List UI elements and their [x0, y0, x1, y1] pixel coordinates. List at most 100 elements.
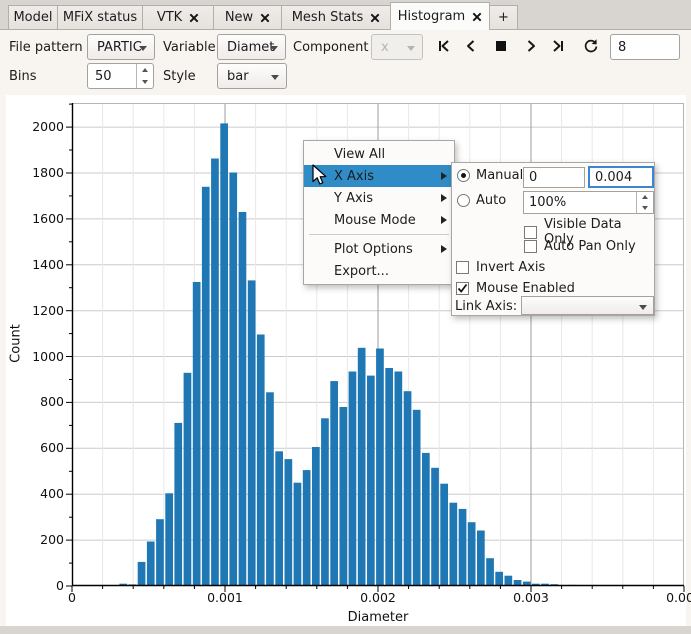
auto-pan-only-checkbox[interactable]	[524, 240, 537, 253]
invert-axis-checkbox[interactable]	[456, 261, 469, 274]
mouse-enabled-checkbox[interactable]	[456, 282, 469, 295]
spin-up-icon[interactable]	[642, 195, 648, 199]
submenu-arrow-icon	[441, 172, 447, 180]
component-combo: x	[371, 34, 423, 60]
style-value: bar	[227, 69, 249, 84]
previous-frame-button[interactable]	[459, 34, 483, 58]
tab-mfix-status[interactable]: MFiX status	[57, 5, 143, 29]
chevron-down-icon	[639, 305, 647, 310]
manual-radio-row[interactable]: Manual	[457, 168, 523, 183]
tab-new[interactable]: New	[213, 5, 282, 29]
submenu-arrow-icon	[441, 216, 447, 224]
menu-item-label: Mouse Mode	[334, 213, 416, 228]
auto-pan-only-row[interactable]: Auto Pan Only	[524, 239, 636, 254]
bins-spinner[interactable]: 50	[87, 63, 154, 89]
invert-axis-label: Invert Axis	[476, 260, 545, 275]
chevron-down-icon	[270, 46, 278, 51]
mouse-enabled-label: Mouse Enabled	[476, 281, 575, 296]
tab-bar: Model MFiX status VTK New Mesh Stats His…	[0, 0, 691, 29]
menu-item-plot-options[interactable]: Plot Options	[304, 238, 454, 260]
menu-item-label: View All	[334, 147, 385, 162]
checkmark-icon	[457, 283, 468, 294]
tab-model[interactable]: Model	[8, 5, 58, 29]
add-tab-button[interactable]: +	[489, 5, 518, 29]
auto-percent-spinner[interactable]: 100%	[523, 191, 654, 214]
manual-label: Manual	[476, 168, 523, 183]
submenu-arrow-icon	[441, 245, 447, 253]
tab-mesh-stats[interactable]: Mesh Stats	[281, 5, 391, 29]
frame-number-field[interactable]: 8	[610, 34, 680, 60]
spin-down-icon[interactable]	[642, 206, 648, 210]
component-value: x	[381, 40, 389, 55]
variable-value: Diamet	[227, 40, 274, 55]
tab-label: Mesh Stats	[292, 10, 364, 25]
plus-icon: +	[498, 10, 509, 25]
menu-item-export[interactable]: Export...	[304, 260, 454, 282]
menu-item-y-axis[interactable]: Y Axis	[304, 187, 454, 209]
file-pattern-label: File pattern	[9, 34, 83, 60]
auto-radio-row[interactable]: Auto	[457, 193, 506, 208]
tab-label: Model	[13, 10, 52, 25]
menu-item-label: Y Axis	[334, 191, 373, 206]
manual-radio[interactable]	[457, 169, 470, 182]
close-icon[interactable]	[472, 12, 482, 22]
next-frame-button[interactable]	[519, 34, 543, 58]
tab-vtk[interactable]: VTK	[142, 5, 214, 29]
close-icon[interactable]	[189, 13, 199, 23]
auto-radio[interactable]	[457, 194, 470, 207]
menu-item-label: X Axis	[334, 169, 374, 184]
x-axis-title: Diameter	[318, 610, 438, 625]
x-min-value: 0	[529, 170, 537, 185]
spinner-arrows[interactable]	[636, 192, 653, 213]
submenu-arrow-icon	[441, 194, 447, 202]
menu-item-label: Plot Options	[334, 242, 413, 257]
variable-combo[interactable]: Diamet	[217, 34, 286, 60]
bins-label: Bins	[9, 63, 37, 89]
tab-label: VTK	[157, 10, 182, 25]
mouse-cursor	[312, 164, 328, 186]
x-max-value: 0.004	[595, 170, 632, 185]
style-combo[interactable]: bar	[217, 63, 287, 89]
refresh-icon[interactable]	[579, 34, 603, 58]
menu-item-mouse-mode[interactable]: Mouse Mode	[304, 209, 454, 231]
tab-label: New	[225, 10, 253, 25]
chevron-down-icon	[271, 75, 279, 80]
mouse-enabled-row[interactable]: Mouse Enabled	[456, 281, 575, 296]
menu-separator	[309, 234, 449, 235]
spin-down-icon[interactable]	[142, 80, 148, 84]
frame-number-value: 8	[618, 40, 626, 55]
x-axis-submenu-panel: Manual 0 0.004 Auto 100% Visible Data On…	[451, 162, 655, 316]
invert-axis-row[interactable]: Invert Axis	[456, 260, 545, 275]
tab-histogram[interactable]: Histogram	[390, 2, 490, 30]
first-frame-button[interactable]	[432, 34, 456, 58]
x-min-field[interactable]: 0	[523, 167, 585, 188]
close-icon[interactable]	[260, 13, 270, 23]
bins-value: 50	[95, 69, 112, 84]
style-label: Style	[163, 63, 196, 89]
auto-percent-value: 100%	[529, 195, 566, 210]
file-pattern-value: PARTIC	[97, 40, 142, 55]
menu-item-label: Export...	[334, 264, 389, 279]
y-axis-title: Count	[9, 314, 24, 374]
file-pattern-combo[interactable]: PARTIC	[87, 34, 155, 60]
close-icon[interactable]	[370, 13, 380, 23]
x-max-field[interactable]: 0.004	[588, 166, 654, 188]
spinner-arrows[interactable]	[136, 64, 153, 88]
chevron-down-icon	[139, 46, 147, 51]
last-frame-button[interactable]	[546, 34, 570, 58]
auto-pan-only-label: Auto Pan Only	[544, 239, 636, 254]
visible-data-only-checkbox[interactable]	[524, 226, 537, 239]
auto-label: Auto	[476, 193, 506, 208]
mfix-histogram-window: { "tab_bar": { "tabs": [ { "label": "Mod…	[0, 0, 691, 634]
plot-context-menu: View All X Axis Y Axis Mouse Mode Plot O…	[303, 140, 455, 285]
tab-label: Histogram	[398, 9, 465, 24]
link-axis-label: Link Axis:	[455, 299, 517, 314]
tab-label: MFiX status	[63, 10, 137, 25]
link-axis-combo[interactable]	[521, 296, 654, 315]
variable-label: Variable	[163, 34, 216, 60]
spin-up-icon[interactable]	[142, 68, 148, 72]
component-label: Component	[293, 34, 368, 60]
stop-button[interactable]	[489, 34, 513, 58]
chevron-down-icon	[407, 46, 415, 51]
menu-item-view-all[interactable]: View All	[304, 143, 454, 165]
